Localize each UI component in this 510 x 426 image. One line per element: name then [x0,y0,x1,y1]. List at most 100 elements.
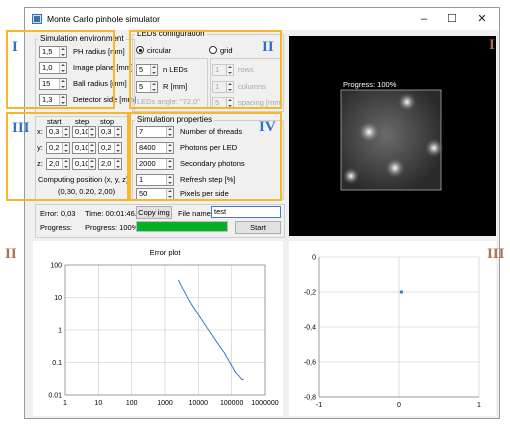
progress-bar [136,221,228,232]
computing-position-value: (0,30, 0.20, 2,00) [58,187,116,196]
image-progress-text: Progress: 100% [343,80,397,89]
ball-radius-spinner[interactable] [59,79,66,89]
z-start-input[interactable]: 2,0 [46,158,70,170]
rows-input[interactable]: 1 [212,64,234,76]
spacing-spinner[interactable] [226,98,233,108]
refresh-step-spinner[interactable] [166,175,173,185]
status-group [35,204,285,238]
threads-label: Number of threads [180,127,243,136]
error-plot-x-tick: 1 [63,400,67,407]
pixels-per-side-input[interactable]: 50 [136,188,174,200]
ph-radius-input[interactable]: 1,5 [39,46,67,58]
circular-radio[interactable] [136,46,144,54]
detector-side-input[interactable]: 1,3 [39,94,67,106]
r-input[interactable]: 5 [136,81,158,93]
annotation-box-iii [6,112,129,201]
error-plot-y-tick: 0.1 [52,360,62,367]
position-plot: 0 -0,2 -0,4 -0,6 -0,8-1 0 1 [304,255,481,410]
r-spinner[interactable] [150,82,157,92]
pixels-per-side-spinner[interactable] [166,189,173,199]
minimize-button[interactable]: – [420,13,428,25]
detector-side-spinner[interactable] [59,95,66,105]
y-stop-input[interactable]: 0,2 [98,142,122,154]
outer-label-ii: II [5,246,17,262]
annotation-label-ii: II [262,39,274,55]
columns-spinner[interactable] [226,82,233,92]
ph-radius-spinner[interactable] [59,47,66,57]
pixels-per-side-label: Pixels per side [180,189,229,198]
photons-per-led-spinner[interactable] [166,143,173,153]
position-plot-x-tick: 0 [397,402,401,409]
close-button[interactable]: ✕ [477,13,487,25]
rows-spinner[interactable] [226,65,233,75]
x-start-spinner[interactable] [62,127,69,137]
position-plot-y-tick: -0,6 [304,360,316,367]
x-step-spinner[interactable] [88,127,95,137]
z-step-spinner[interactable] [88,159,95,169]
image-plane-label: Image plane [mm] [73,63,134,72]
leds-title: LEDs configuration [135,29,207,38]
error-plot-x-tick: 1000000 [251,400,278,407]
progress-label: Progress: [40,223,73,232]
columns-input[interactable]: 1 [212,81,234,93]
threads-input[interactable]: 7 [136,126,174,138]
error-plot-title: Error plot [150,248,182,257]
z-start-spinner[interactable] [62,159,69,169]
y-axis-label: y: [37,143,43,152]
error-plot-x-tick: 10 [94,400,102,407]
error-plot-x-tick: 100000 [220,400,243,407]
y-stop-spinner[interactable] [114,143,121,153]
y-start-input[interactable]: 0,2 [46,142,70,154]
image-plane-input[interactable]: 1,0 [39,62,67,74]
error-value: Error: 0,03 [40,209,76,218]
image-plane-spinner[interactable] [59,63,66,73]
position-plot-panel: 0 -0,2 -0,4 -0,6 -0,8 -1 0 1 [289,241,496,416]
x-step-input[interactable]: 0,10 [72,126,96,138]
grid-radio[interactable] [209,46,217,54]
leds-group [132,34,284,112]
copy-img-button[interactable]: Copy img [136,206,172,219]
rows-label: rows [238,65,254,74]
led-spot [397,92,417,112]
x-stop-input[interactable]: 0,3 [98,126,122,138]
refresh-step-input[interactable]: 1 [136,174,174,186]
ball-radius-label: Ball radius [mm] [73,79,127,88]
file-name-input[interactable]: test [211,206,281,218]
start-button[interactable]: Start [235,221,281,234]
z-axis-label: z: [37,159,43,168]
z-stop-spinner[interactable] [114,159,121,169]
error-plot-y-tick: 100 [50,263,62,270]
secondary-photons-input[interactable]: 2000 [136,158,174,170]
position-plot-point [399,290,403,294]
outer-label-i: I [489,37,495,53]
photons-per-led-input[interactable]: 8400 [136,142,174,154]
threads-spinner[interactable] [166,127,173,137]
position-plot-y-tick: -0,2 [304,290,316,297]
annotation-label-i: I [12,39,18,55]
leds-angle-label: LEDs angle: "72,0" [137,97,200,106]
stop-header: stop [100,117,115,126]
x-stop-spinner[interactable] [114,127,121,137]
step-header: step [75,117,90,126]
z-stop-input[interactable]: 2,0 [98,158,122,170]
x-start-input[interactable]: 0,3 [46,126,70,138]
y-start-spinner[interactable] [62,143,69,153]
y-step-spinner[interactable] [88,143,95,153]
grid-label: grid [220,46,233,55]
n-leds-input[interactable]: 5 [136,64,158,76]
time-value: Time: 00:01:46.46 [85,209,146,218]
maximize-button[interactable]: ☐ [447,13,457,25]
n-leds-spinner[interactable] [150,65,157,75]
annotation-box-ii [129,30,282,109]
photons-per-led-label: Photons per LED [180,143,238,152]
sim-props-title: Simulation properties [135,115,215,124]
n-leds-label: n LEDs [163,65,188,74]
secondary-photons-spinner[interactable] [166,159,173,169]
progress-bar-fill [137,222,227,231]
z-step-input[interactable]: 0,10 [72,158,96,170]
position-plot-y-tick: -0,8 [304,395,316,402]
y-step-input[interactable]: 0,10 [72,142,96,154]
ball-radius-input[interactable]: 15 [39,78,67,90]
error-plot-panel: Error plot 100 10 1 0.1 0.01 1 10 100 1000 10000 10… [33,241,283,416]
